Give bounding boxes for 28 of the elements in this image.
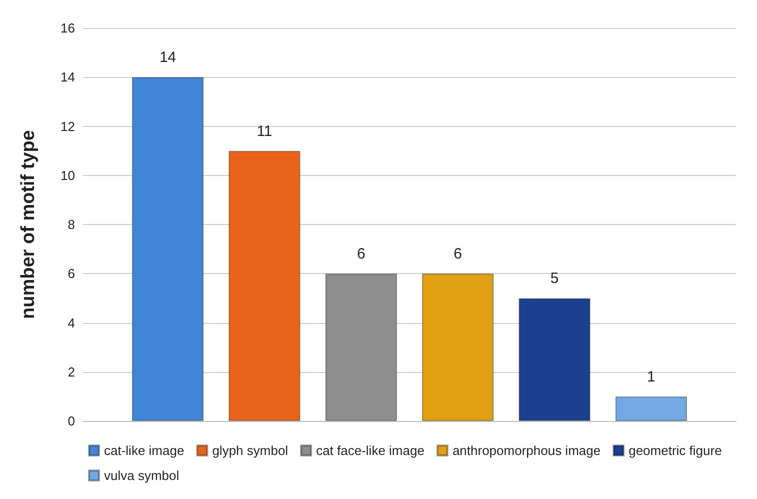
y-tick-label: 0: [68, 414, 75, 428]
bar: [132, 77, 204, 421]
y-tick-label: 4: [68, 315, 75, 330]
data-label: 5: [550, 270, 559, 288]
y-tick-label: 2: [68, 364, 75, 380]
y-tick-label: 6: [68, 266, 75, 282]
y-tick-label: 14: [60, 70, 75, 85]
legend-label: glyph symbol: [212, 443, 288, 458]
legend-label: cat-like image: [104, 443, 184, 458]
y-tick-label: 12: [60, 118, 75, 134]
data-label: 1: [647, 368, 656, 386]
legend-label: geometric figure: [628, 443, 722, 458]
legend-label: cat face-like image: [316, 443, 424, 458]
legend-label: anthropomorphous image: [452, 443, 601, 458]
bar: [518, 298, 590, 421]
data-label: 11: [256, 122, 272, 140]
y-tick-label: 8: [68, 217, 75, 232]
legend-label: vulva symbol: [104, 468, 180, 483]
y-tick-label: 16: [60, 20, 75, 36]
data-label: 6: [454, 246, 462, 263]
bar: [325, 274, 397, 421]
bar: [422, 274, 494, 421]
y-tick-label: 10: [60, 168, 75, 183]
data-label: 6: [356, 246, 366, 263]
y-axis-title: number of motif type: [18, 130, 39, 319]
data-label: 14: [159, 49, 176, 66]
bar: [228, 150, 300, 421]
bar: [615, 396, 688, 421]
